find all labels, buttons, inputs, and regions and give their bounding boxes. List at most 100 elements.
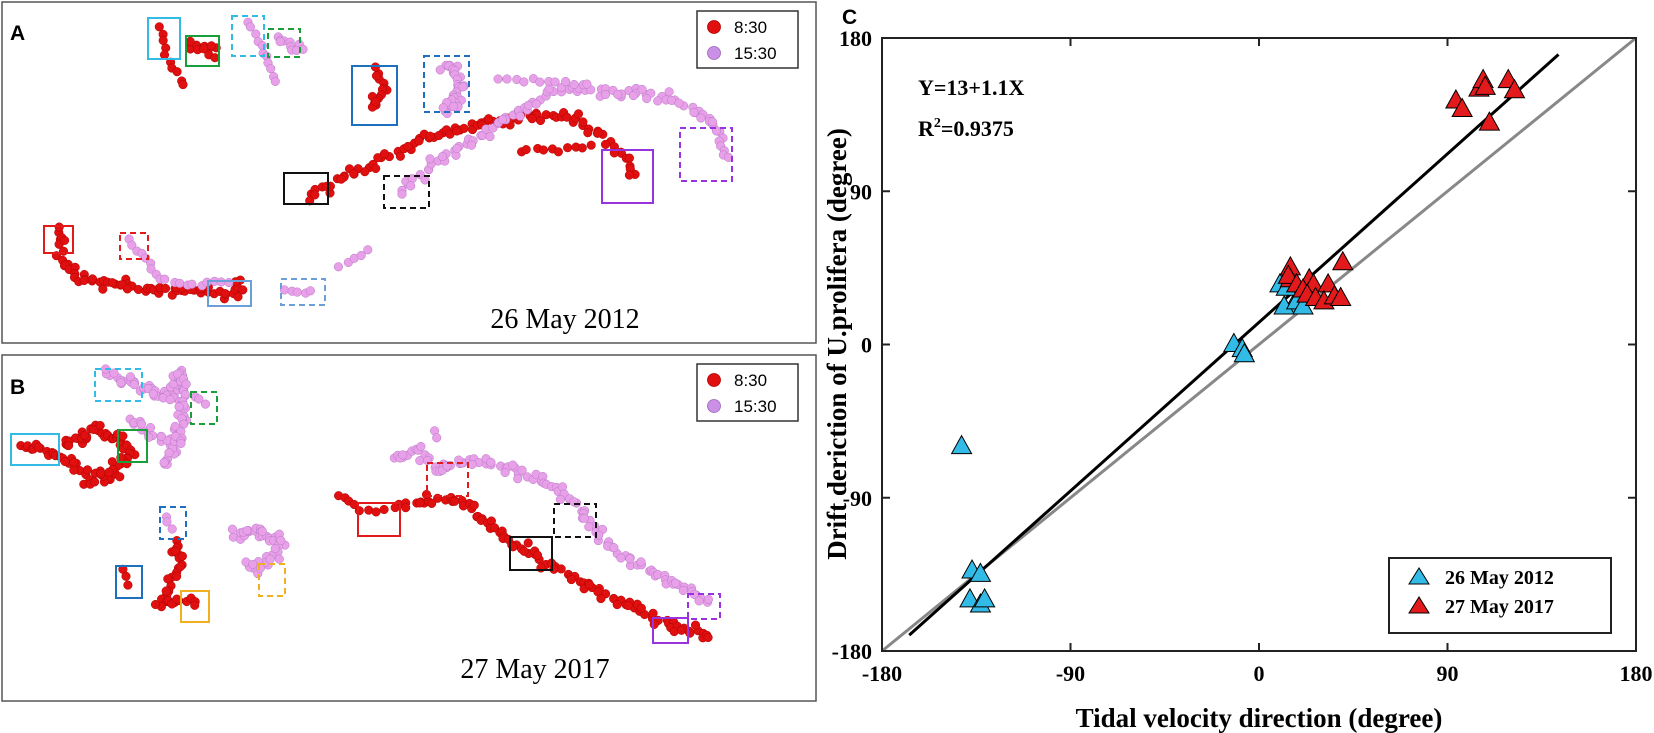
drift-dot-0830: [310, 190, 320, 200]
drift-dot-0830: [371, 507, 381, 517]
drift-dot-1530: [276, 535, 286, 545]
marker-box-dashed: [426, 462, 469, 497]
drift-dot-1530: [561, 76, 571, 87]
marker-box-dashed: [231, 15, 265, 57]
drift-dot-1530: [292, 287, 302, 297]
drift-dot-1530: [467, 140, 477, 150]
drift-dot-1530: [406, 181, 416, 191]
drift-dot-1530: [164, 448, 174, 458]
drift-dot-1530: [703, 594, 713, 604]
drift-dot-1530: [448, 102, 459, 112]
drift-dot-1530: [694, 596, 704, 606]
drift-dot-1530: [637, 84, 647, 94]
marker-box-solid: [207, 280, 252, 307]
drift-dot-1530: [397, 189, 407, 199]
drift-dot-1530: [266, 64, 276, 74]
drift-dot-1530: [609, 543, 619, 553]
panel-a: A 26 May 2012 8:30 15:30: [1, 1, 817, 344]
drift-dot-0830: [434, 130, 444, 141]
marker-box-dashed: [687, 593, 721, 620]
drift-dot-0830: [371, 163, 381, 174]
drift-dot-1530: [678, 585, 688, 596]
drift-dot-0830: [703, 632, 713, 643]
drift-dot-1530: [535, 77, 545, 87]
point-2017: [1277, 264, 1300, 284]
drift-dot-1530: [257, 526, 267, 536]
drift-dot-1530: [251, 29, 261, 39]
marker-box-solid: [185, 35, 220, 67]
point-2012: [973, 587, 996, 608]
drift-dot-1530: [175, 278, 185, 288]
marker-box-solid: [283, 172, 329, 205]
x-axis-label: Tidal velocity direction (degree): [1076, 703, 1443, 733]
drift-dot-0830: [450, 496, 460, 506]
marker-box-dashed: [258, 563, 286, 597]
drift-dot-0830: [79, 430, 90, 440]
fit-equation: Y=13+1.1X: [918, 75, 1024, 100]
drift-dot-0830: [54, 222, 64, 232]
drift-dot-1530: [584, 522, 594, 532]
drift-dot-1530: [181, 379, 191, 389]
drift-dot-0830: [414, 136, 424, 146]
drift-dot-0830: [535, 115, 546, 126]
drift-dot-1530: [500, 467, 510, 478]
drift-dot-0830: [395, 151, 405, 161]
panel-a-label: A: [10, 22, 25, 45]
drift-dot-0830: [121, 571, 131, 581]
drift-dot-1530: [265, 554, 275, 564]
drift-dot-0830: [624, 153, 634, 163]
drift-dot-0830: [596, 594, 606, 604]
panel-c-label: C: [842, 6, 857, 29]
marker-box-dashed: [267, 28, 301, 58]
x-tick-label: -90: [1056, 661, 1085, 686]
drift-dot-1530: [600, 89, 611, 100]
drift-dot-0830: [69, 465, 79, 475]
drift-dot-0830: [648, 608, 658, 618]
drift-dot-1530: [515, 111, 525, 121]
drift-dot-0830: [469, 500, 479, 510]
drift-dot-0830: [60, 235, 70, 245]
drift-dot-0830: [519, 546, 529, 556]
legend-marker-1530: [707, 46, 721, 60]
drift-dot-0830: [586, 140, 596, 150]
drift-dot-0830: [371, 97, 381, 107]
drift-dot-1530: [550, 77, 560, 87]
marker-box-solid: [43, 225, 74, 254]
legend-marker-2012: [1408, 567, 1430, 585]
drift-dot-1530: [653, 96, 663, 106]
point-2012: [950, 434, 973, 455]
drift-dot-0830: [172, 594, 182, 604]
drift-dot-1530: [671, 578, 681, 588]
drift-dot-0830: [583, 128, 593, 138]
drift-dot-0830: [90, 477, 100, 487]
y-axis-label: Drift deriction of U.prolifera (degree): [822, 128, 852, 560]
drift-dot-0830: [536, 563, 546, 573]
marker-box-dashed: [679, 127, 733, 182]
drift-dot-1530: [274, 554, 284, 564]
drift-dot-0830: [676, 625, 687, 635]
drift-dot-0830: [527, 114, 537, 124]
legend-marker-1530: [707, 399, 721, 413]
chart-legend: 26 May 2012 27 May 2017: [1388, 557, 1612, 634]
drift-dot-1530: [270, 544, 280, 554]
drift-dot-0830: [401, 503, 411, 513]
panel-b: B 27 May 2017 8:30 15:30: [1, 354, 817, 702]
marker-box-solid: [357, 502, 401, 537]
drift-dot-1530: [109, 368, 119, 378]
drift-dot-1530: [167, 524, 177, 534]
drift-dot-0830: [118, 431, 128, 441]
drift-dot-0830: [210, 53, 220, 63]
drift-dot-0830: [238, 285, 248, 295]
legend-label-2017: 27 May 2017: [1445, 596, 1554, 618]
y-tick-label: -180: [832, 639, 872, 664]
drift-dot-0830: [685, 628, 695, 638]
drift-dot-1530: [625, 554, 635, 564]
drift-dot-1530: [200, 399, 211, 409]
drift-dot-1530: [508, 460, 518, 470]
drift-dot-1530: [642, 93, 652, 104]
drift-dot-0830: [69, 457, 79, 467]
drift-dot-1530: [305, 286, 315, 296]
panel-a-date: 26 May 2012: [490, 304, 639, 335]
drift-dot-0830: [321, 181, 331, 191]
